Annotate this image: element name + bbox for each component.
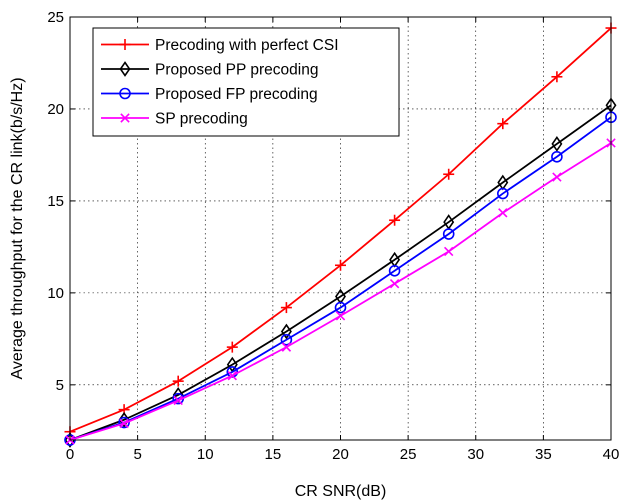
x-tick-label: 30 xyxy=(467,446,484,463)
legend-item: SP precoding xyxy=(101,111,248,128)
data-point xyxy=(388,264,401,277)
marker-stroke xyxy=(335,311,346,321)
marker-stroke xyxy=(120,113,130,123)
marker-shape xyxy=(280,323,292,340)
data-point xyxy=(389,214,401,226)
data-point xyxy=(280,323,292,340)
data-point xyxy=(281,342,292,352)
legend-marker xyxy=(119,87,131,100)
x-tick-label: 25 xyxy=(400,446,417,463)
data-point xyxy=(389,278,400,289)
data-point xyxy=(496,187,509,200)
marker-shape xyxy=(119,61,131,77)
legend-item: Precoding with perfect CSI xyxy=(101,37,339,54)
legend-label: Proposed PP precoding xyxy=(155,62,318,79)
data-point xyxy=(443,168,455,180)
marker-stroke xyxy=(281,342,292,352)
legend-item: Proposed PP precoding xyxy=(101,61,318,79)
x-tick-label: 40 xyxy=(603,446,620,463)
y-tick-label: 15 xyxy=(47,193,64,210)
marker-stroke xyxy=(173,395,183,406)
data-point xyxy=(118,416,130,429)
data-point xyxy=(551,135,563,152)
x-tick-label: 20 xyxy=(332,446,349,463)
data-point xyxy=(551,150,563,163)
series-layer xyxy=(64,22,617,448)
marker-shape xyxy=(226,366,239,378)
legend-label: SP precoding xyxy=(155,111,248,128)
series-line xyxy=(69,116,612,441)
data-point xyxy=(226,341,238,353)
marker-shape xyxy=(388,264,401,277)
series-4 xyxy=(65,138,616,445)
marker-stroke xyxy=(552,172,562,182)
data-point xyxy=(280,333,293,346)
y-tick-label: 10 xyxy=(47,285,64,302)
legend-marker xyxy=(119,61,131,77)
data-point xyxy=(334,301,347,314)
legend-marker xyxy=(120,113,130,123)
marker-stroke xyxy=(444,246,454,257)
data-point xyxy=(442,228,455,240)
legend-marker xyxy=(119,39,131,50)
x-tick-label: 10 xyxy=(197,446,214,463)
data-point xyxy=(551,71,563,83)
marker-shape xyxy=(334,301,347,314)
data-point xyxy=(497,118,509,130)
marker-stroke xyxy=(389,278,400,289)
series-line xyxy=(69,104,612,441)
data-point xyxy=(335,259,346,271)
marker-stroke xyxy=(227,370,237,381)
data-point xyxy=(498,208,508,218)
marker-shape xyxy=(119,87,131,100)
series-3 xyxy=(64,111,617,446)
marker-stroke xyxy=(119,418,129,429)
x-tick-label: 35 xyxy=(535,446,552,463)
y-axis-label: Average throughput for the CR link(b/s/H… xyxy=(9,77,26,379)
y-tick-label: 20 xyxy=(47,101,64,118)
legend-label: Precoding with perfect CSI xyxy=(155,37,339,54)
data-point xyxy=(119,418,129,429)
marker-shape xyxy=(280,333,293,346)
data-point xyxy=(552,172,562,182)
marker-stroke xyxy=(498,208,508,218)
y-tick-label: 5 xyxy=(56,377,64,394)
legend-item: Proposed FP precoding xyxy=(101,86,318,103)
x-tick-label: 5 xyxy=(133,446,141,463)
data-point xyxy=(335,311,346,321)
marker-shape xyxy=(442,228,455,240)
marker-shape xyxy=(551,150,563,163)
data-point xyxy=(226,366,239,378)
marker-shape xyxy=(551,135,563,152)
y-tick-label: 25 xyxy=(47,9,64,26)
data-point xyxy=(172,375,184,387)
data-point xyxy=(173,395,183,406)
data-point xyxy=(280,302,292,314)
x-tick-label: 0 xyxy=(66,446,74,463)
legend-label: Proposed FP precoding xyxy=(155,86,318,103)
marker-shape xyxy=(496,187,509,200)
data-point xyxy=(227,370,237,381)
ticks: 0 5 10 15 20 25 30 35 40 5 10 15 20 25 xyxy=(47,9,619,463)
x-axis-label: CR SNR(dB) xyxy=(295,483,387,500)
marker-shape xyxy=(118,416,130,429)
data-point xyxy=(444,246,454,257)
legend: Precoding with perfect CSI Proposed PP pr… xyxy=(92,27,400,137)
x-tick-label: 15 xyxy=(265,446,282,463)
